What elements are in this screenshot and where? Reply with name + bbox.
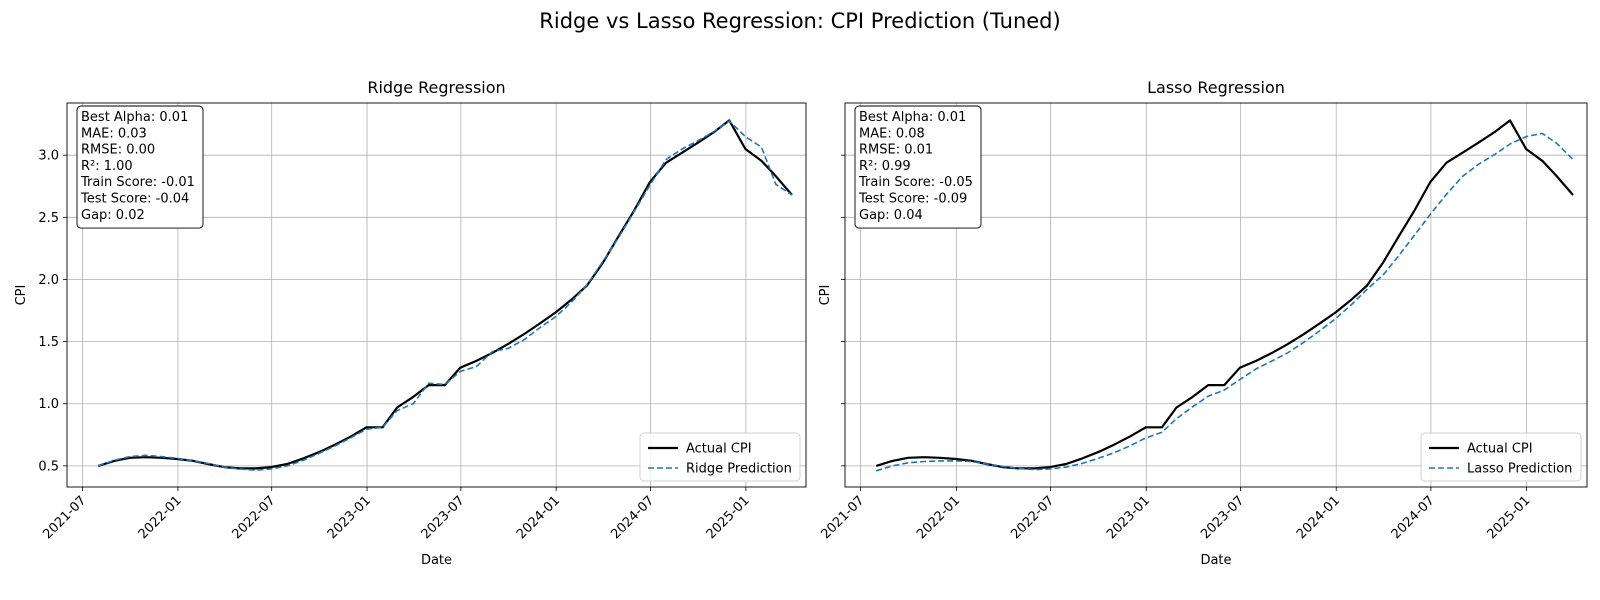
stats-line: Train Score: -0.01 xyxy=(80,175,195,190)
x-tick-label: 2023-07 xyxy=(419,493,468,542)
y-tick-label: 3.0 xyxy=(38,149,59,164)
stats-line: Test Score: -0.09 xyxy=(858,192,967,207)
legend-label: Actual CPI xyxy=(1467,442,1533,457)
x-tick-label: 2024-07 xyxy=(1389,493,1438,542)
stats-line: Gap: 0.04 xyxy=(859,208,923,223)
stats-line: RMSE: 0.01 xyxy=(859,143,933,158)
figure-title: Ridge vs Lasso Regression: CPI Predictio… xyxy=(539,9,1060,33)
stats-box xyxy=(854,105,982,229)
ridge-panel: 0.5 1.0 1.5 2.0 2.5 3.0 2021-07 2022-01 2022-07 2… xyxy=(14,78,807,568)
x-tick-label: 2023-01 xyxy=(1104,493,1153,542)
x-tick-label: 2023-01 xyxy=(325,493,374,542)
axes-frame xyxy=(66,102,807,488)
stats-line: MAE: 0.08 xyxy=(859,126,925,141)
x-tick-label: 2024-01 xyxy=(1294,493,1343,542)
panel-title: Ridge Regression xyxy=(367,78,505,97)
axes-frame xyxy=(844,102,1588,488)
stats-line: Test Score: -0.04 xyxy=(80,192,189,207)
x-axis-label: Date xyxy=(421,553,452,568)
stats-line: R²: 0.99 xyxy=(859,159,911,174)
prediction-line xyxy=(875,132,1574,472)
stats-line: MAE: 0.03 xyxy=(81,126,147,141)
stats-line: Gap: 0.02 xyxy=(81,208,145,223)
x-tick-label: 2022-01 xyxy=(136,493,185,542)
x-tick-label: 2021-07 xyxy=(40,493,89,542)
x-tick-label: 2024-07 xyxy=(608,493,657,542)
x-tick-label: 2022-07 xyxy=(230,493,279,542)
legend-label: Actual CPI xyxy=(686,442,752,457)
y-tick-label: 1.5 xyxy=(38,335,59,350)
y-tick-label: 0.5 xyxy=(38,459,59,474)
legend-box xyxy=(639,432,801,482)
y-axis-label: CPI xyxy=(818,285,833,306)
x-tick-label: 2023-07 xyxy=(1198,493,1247,542)
x-tick-label: 2022-07 xyxy=(1008,493,1057,542)
stats-box xyxy=(76,105,204,229)
y-tick-label: 2.0 xyxy=(38,273,59,288)
x-tick-label: 2021-07 xyxy=(818,493,867,542)
y-tick-label: 2.5 xyxy=(38,211,59,226)
stats-line: Best Alpha: 0.01 xyxy=(81,110,188,125)
lasso-panel: 2021-07 2022-01 2022-07 2023-01 2023-07 2024-… xyxy=(818,78,1588,568)
y-tick-label: 1.0 xyxy=(38,397,59,412)
stats-line: Best Alpha: 0.01 xyxy=(859,110,966,125)
x-tick-label: 2022-01 xyxy=(914,493,963,542)
x-tick-label: 2025-01 xyxy=(704,493,753,542)
stats-line: RMSE: 0.00 xyxy=(81,143,155,158)
legend-label: Ridge Prediction xyxy=(686,462,792,477)
stats-line: Train Score: -0.05 xyxy=(858,175,973,190)
x-axis-label: Date xyxy=(1200,553,1231,568)
x-tick-label: 2025-01 xyxy=(1484,493,1533,542)
x-tick-label: 2024-01 xyxy=(514,493,563,542)
prediction-line xyxy=(97,120,793,471)
legend-box xyxy=(1420,432,1582,482)
y-axis-label: CPI xyxy=(14,285,29,306)
stats-line: R²: 1.00 xyxy=(81,159,133,174)
legend-label: Lasso Prediction xyxy=(1467,462,1572,477)
panel-title: Lasso Regression xyxy=(1147,78,1285,97)
